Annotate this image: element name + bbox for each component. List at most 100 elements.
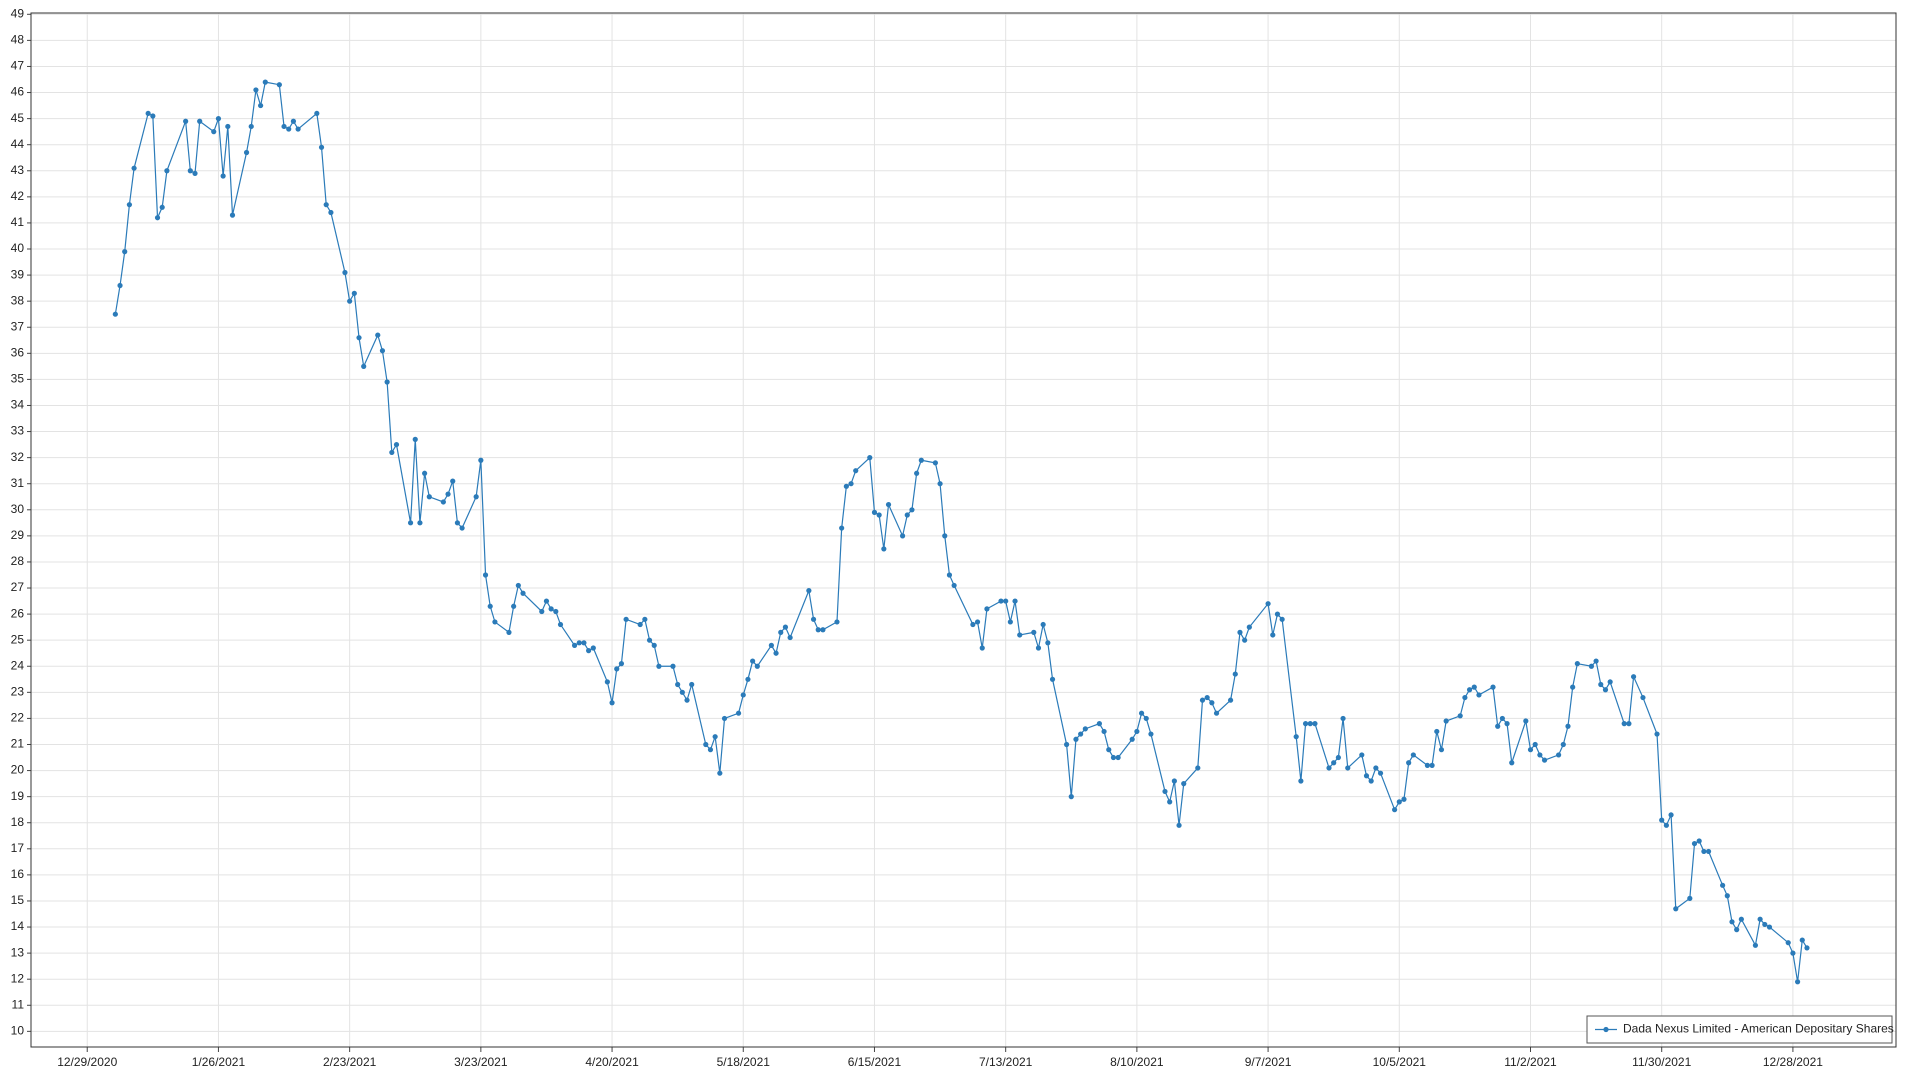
data-point	[623, 616, 629, 622]
data-point	[848, 481, 854, 487]
x-tick-label: 11/2/2021	[1504, 1055, 1557, 1069]
x-tick-label: 8/10/2021	[1110, 1055, 1164, 1069]
y-tick-label: 17	[11, 841, 25, 855]
data-point	[1195, 765, 1201, 771]
data-point	[122, 249, 128, 255]
data-point	[1401, 796, 1407, 802]
data-point	[243, 149, 250, 156]
data-point	[211, 129, 217, 135]
data-point	[295, 126, 301, 132]
y-tick-label: 42	[11, 189, 25, 203]
y-tick-label: 34	[11, 398, 25, 412]
data-point	[164, 168, 170, 174]
data-point	[1668, 812, 1674, 818]
data-point	[450, 478, 456, 484]
data-point	[1106, 747, 1112, 753]
data-point	[684, 697, 690, 703]
data-point	[1574, 661, 1580, 667]
data-point	[1429, 762, 1435, 768]
data-point	[609, 700, 615, 706]
data-point	[1541, 757, 1548, 763]
legend-label: Dada Nexus Limited - American Depositary…	[1623, 1022, 1894, 1036]
data-point	[1345, 765, 1351, 771]
x-tick-label: 9/7/2021	[1245, 1055, 1292, 1069]
data-point	[1045, 640, 1051, 646]
data-point	[1073, 736, 1079, 742]
y-tick-label: 12	[11, 971, 25, 985]
data-point	[492, 619, 498, 625]
data-point	[1705, 848, 1712, 855]
data-point	[576, 640, 582, 646]
data-point	[553, 608, 559, 615]
data-point	[1490, 684, 1496, 690]
data-point	[1593, 658, 1599, 664]
data-point	[1101, 728, 1107, 735]
data-point	[899, 533, 906, 539]
data-point	[1790, 950, 1796, 956]
data-point	[970, 621, 976, 628]
data-point	[1476, 692, 1482, 698]
data-point	[379, 348, 386, 354]
data-point	[1663, 822, 1669, 828]
data-point	[1340, 715, 1346, 722]
data-point	[1171, 778, 1177, 784]
data-point	[867, 455, 873, 461]
data-point	[1509, 760, 1515, 766]
data-point	[1302, 721, 1309, 727]
data-point	[1134, 728, 1140, 735]
data-point	[1312, 721, 1318, 727]
y-tick-label: 10	[11, 1024, 25, 1038]
data-point	[946, 572, 953, 578]
data-point	[1392, 807, 1398, 813]
data-point	[1621, 721, 1627, 727]
y-tick-label: 47	[11, 59, 25, 73]
data-point	[1424, 762, 1431, 768]
data-point	[445, 491, 451, 497]
data-point	[998, 598, 1004, 604]
data-point	[229, 212, 236, 218]
data-point	[253, 87, 259, 93]
x-tick-label: 6/15/2021	[848, 1055, 902, 1069]
y-tick-label: 43	[11, 163, 25, 177]
y-tick-label: 35	[11, 372, 25, 386]
y-tick-label: 11	[12, 997, 25, 1011]
y-tick-label: 16	[11, 867, 25, 881]
data-point	[810, 616, 817, 622]
data-point	[126, 202, 133, 208]
data-point	[754, 663, 760, 669]
data-point	[1293, 734, 1299, 740]
data-point	[511, 603, 517, 609]
y-tick-label: 28	[11, 554, 25, 568]
data-point	[1377, 770, 1384, 776]
y-tick-label: 30	[11, 502, 25, 516]
data-point	[281, 123, 287, 130]
data-point	[1602, 687, 1609, 693]
data-point	[276, 82, 282, 88]
data-point	[1017, 632, 1023, 638]
data-point	[361, 363, 367, 369]
data-point	[548, 606, 554, 612]
data-point	[197, 118, 203, 124]
y-tick-label: 40	[11, 241, 25, 255]
data-point	[590, 645, 596, 651]
data-point	[328, 209, 334, 216]
data-point	[717, 770, 723, 776]
data-point	[1246, 624, 1252, 630]
data-point	[1181, 781, 1187, 787]
data-point	[384, 379, 390, 385]
data-point	[286, 126, 292, 132]
data-point	[914, 470, 920, 476]
data-point	[1766, 924, 1773, 930]
y-tick-label: 45	[11, 111, 25, 125]
data-point	[974, 619, 981, 625]
data-point	[1607, 679, 1613, 685]
data-point	[1659, 817, 1665, 823]
data-point	[581, 640, 587, 646]
data-point	[1532, 741, 1538, 748]
data-point	[220, 173, 226, 179]
y-tick-label: 31	[11, 476, 25, 490]
data-point	[806, 588, 812, 594]
data-point	[417, 520, 423, 526]
data-point	[215, 116, 222, 122]
